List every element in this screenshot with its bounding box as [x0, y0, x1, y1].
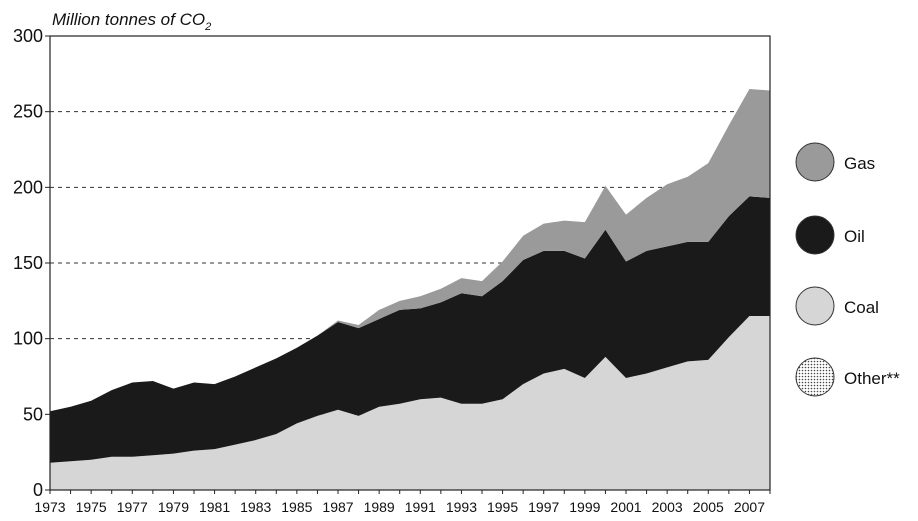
legend: Gas Oil Coal Other**: [795, 142, 900, 397]
legend-label-oil: Oil: [844, 227, 865, 246]
xtick-label-1977: 1977: [117, 499, 148, 515]
xtick-label-1997: 1997: [528, 499, 559, 515]
ytick-label-0: 0: [33, 480, 43, 500]
xtick-label-1993: 1993: [446, 499, 477, 515]
area-series: [50, 88, 770, 490]
area-gas: [50, 88, 770, 412]
legend-label-gas: Gas: [844, 154, 875, 173]
xtick-label-1983: 1983: [240, 499, 271, 515]
xtick-label-2005: 2005: [693, 499, 724, 515]
x-axis-ticks: 1973 1975 1977 1979 1981 1983 1985 1987 1989 1991…: [34, 490, 771, 515]
xtick-label-1979: 1979: [158, 499, 189, 515]
xtick-label-2003: 2003: [652, 499, 683, 515]
ytick-label-300: 300: [13, 26, 43, 46]
xtick-label-2001: 2001: [610, 499, 641, 515]
xtick-label-1975: 1975: [76, 499, 107, 515]
xtick-label-1989: 1989: [364, 499, 395, 515]
xtick-label-1995: 1995: [487, 499, 518, 515]
ytick-label-100: 100: [13, 329, 43, 349]
legend-item-gas: Gas: [795, 142, 875, 182]
xtick-label-2007: 2007: [734, 499, 765, 515]
ytick-label-50: 50: [23, 404, 43, 424]
legend-label-other: Other**: [844, 369, 900, 388]
xtick-label-1973: 1973: [34, 499, 65, 515]
legend-swatch-oil: [795, 215, 835, 255]
unit-label: Million tonnes of CO2: [52, 10, 211, 33]
ytick-label-250: 250: [13, 102, 43, 122]
area-oil: [50, 196, 770, 463]
legend-item-coal: Coal: [795, 286, 879, 326]
xtick-label-1991: 1991: [405, 499, 436, 515]
xtick-label-1999: 1999: [569, 499, 600, 515]
legend-item-other: Other**: [795, 357, 900, 397]
xtick-label-1981: 1981: [199, 499, 230, 515]
legend-swatch-gas: [795, 142, 835, 182]
ytick-label-150: 150: [13, 253, 43, 273]
area-coal: [50, 315, 770, 490]
legend-label-coal: Coal: [844, 298, 879, 317]
y-axis-ticks: 0 50 100 150 200 250 300: [13, 26, 50, 500]
legend-swatch-coal: [795, 286, 835, 326]
ytick-label-200: 200: [13, 177, 43, 197]
xtick-label-1987: 1987: [322, 499, 353, 515]
xtick-label-1985: 1985: [281, 499, 312, 515]
legend-item-oil: Oil: [795, 215, 865, 255]
legend-swatch-other: [795, 357, 835, 397]
